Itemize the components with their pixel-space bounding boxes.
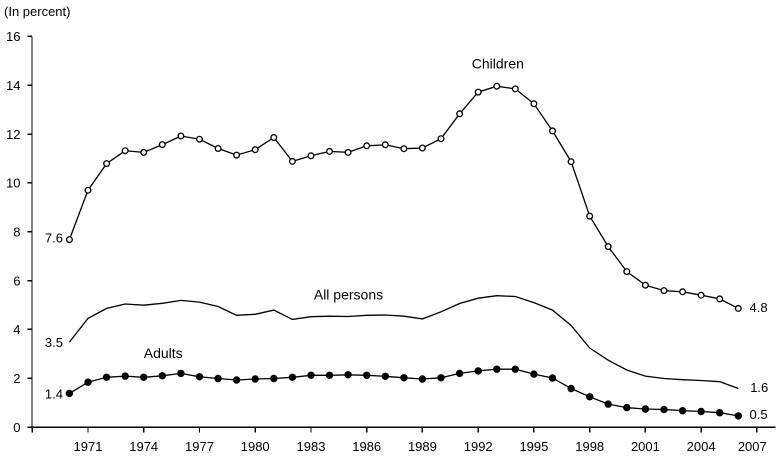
svg-text:(In percent): (In percent): [4, 4, 70, 19]
svg-text:2004: 2004: [687, 439, 716, 454]
svg-text:2007: 2007: [738, 439, 767, 454]
svg-text:16: 16: [6, 29, 20, 44]
svg-text:1.4: 1.4: [45, 386, 63, 401]
svg-text:1995: 1995: [519, 439, 548, 454]
svg-text:2: 2: [13, 371, 20, 386]
svg-text:14: 14: [6, 78, 20, 93]
svg-text:6: 6: [13, 273, 20, 288]
svg-text:1983: 1983: [297, 439, 326, 454]
svg-text:1992: 1992: [464, 439, 493, 454]
svg-text:Children: Children: [472, 55, 524, 71]
svg-text:0.5: 0.5: [750, 407, 768, 422]
svg-text:4: 4: [13, 322, 20, 337]
svg-text:1971: 1971: [74, 439, 103, 454]
svg-text:1998: 1998: [575, 439, 604, 454]
svg-text:8: 8: [13, 224, 20, 239]
svg-text:Adults: Adults: [144, 345, 183, 361]
svg-text:7.6: 7.6: [45, 231, 63, 246]
svg-text:1986: 1986: [352, 439, 381, 454]
svg-text:1.6: 1.6: [750, 380, 768, 395]
svg-text:3.5: 3.5: [45, 335, 63, 350]
svg-text:10: 10: [6, 176, 20, 191]
svg-text:2001: 2001: [631, 439, 660, 454]
svg-text:All persons: All persons: [314, 287, 383, 303]
svg-text:1974: 1974: [129, 439, 158, 454]
svg-text:1989: 1989: [408, 439, 437, 454]
svg-text:1977: 1977: [185, 439, 214, 454]
svg-text:4.8: 4.8: [750, 300, 768, 315]
svg-text:1980: 1980: [241, 439, 270, 454]
svg-text:12: 12: [6, 127, 20, 142]
svg-text:0: 0: [13, 420, 20, 435]
